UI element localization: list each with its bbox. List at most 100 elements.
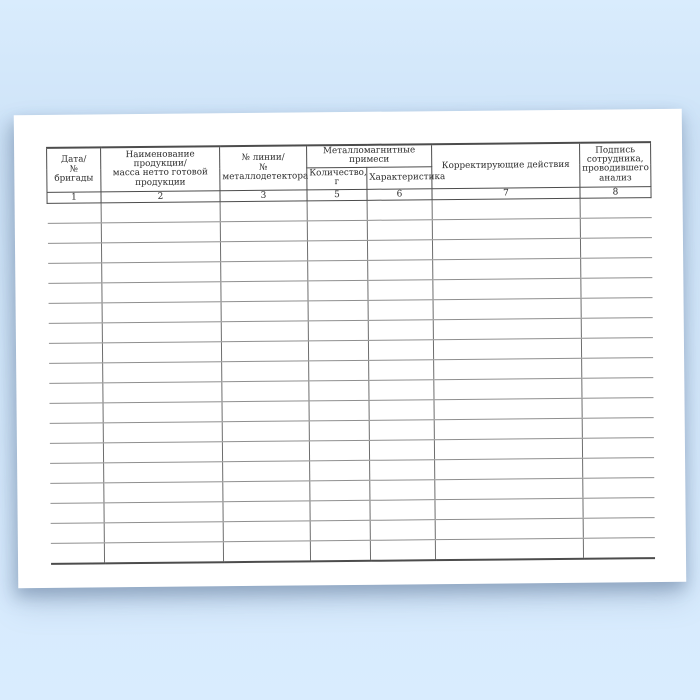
table-cell xyxy=(308,359,369,381)
table-cell xyxy=(581,357,653,378)
column-subheader-5: Характеристика xyxy=(366,166,445,189)
table-cell xyxy=(580,257,652,278)
table-cell xyxy=(309,479,370,501)
table-cell xyxy=(368,379,434,400)
table-cell xyxy=(103,501,224,523)
table-cell xyxy=(48,362,103,384)
table-cell xyxy=(309,419,370,441)
column-header-7: Подпись сотрудника, проводившего анализ xyxy=(579,142,651,187)
table-cell xyxy=(368,319,434,340)
table-cell xyxy=(47,262,102,284)
table-cell xyxy=(49,462,104,484)
table-cell xyxy=(223,520,311,542)
table-cell xyxy=(103,481,223,503)
table-cell xyxy=(48,302,103,324)
table-cell xyxy=(434,457,583,480)
column-number-5: 6 xyxy=(366,188,433,200)
table-cell xyxy=(367,199,433,220)
table-cell xyxy=(433,397,583,420)
table-cell xyxy=(582,477,654,498)
table-cell xyxy=(220,240,308,262)
table-cell xyxy=(103,401,223,423)
table-cell xyxy=(367,219,433,240)
table-cell xyxy=(101,261,221,283)
table-cell xyxy=(434,437,583,460)
table-cell xyxy=(309,439,370,461)
table-cell xyxy=(432,257,581,280)
table-cell xyxy=(223,540,311,562)
table-cell xyxy=(47,222,102,244)
table-cell xyxy=(581,317,653,338)
table-cell xyxy=(101,201,221,223)
table-cell xyxy=(103,441,223,463)
table-cell xyxy=(433,357,582,380)
table-cell xyxy=(369,499,436,520)
table-cell xyxy=(222,420,310,442)
table-cell xyxy=(50,542,105,564)
table-cell xyxy=(582,497,655,518)
table-cell xyxy=(369,419,435,440)
table-cell xyxy=(48,322,103,344)
table-cell xyxy=(582,417,654,438)
table-cell xyxy=(435,517,584,540)
table-cell xyxy=(102,321,222,343)
table-cell xyxy=(222,440,310,462)
table-cell xyxy=(220,200,308,222)
table-cell xyxy=(432,237,581,260)
table-cell xyxy=(222,460,310,482)
table-cell xyxy=(580,197,652,218)
table-cell xyxy=(582,437,654,458)
table-cell xyxy=(367,259,433,280)
table-cell xyxy=(47,202,102,224)
table-cell xyxy=(49,402,104,424)
table-cell xyxy=(221,340,309,362)
table-cell xyxy=(581,377,653,398)
column-number-4: 5 xyxy=(306,188,368,201)
column-header-1: Дата/ № бригады xyxy=(46,147,101,193)
column-header-6: Корректирующие действия xyxy=(431,142,580,189)
table-cell xyxy=(433,377,582,400)
table-cell xyxy=(104,521,224,543)
table-cell xyxy=(309,499,371,521)
log-table: Дата/ № бригады Наименование продукции/ м… xyxy=(46,141,655,564)
table-cell xyxy=(432,277,582,300)
group-header-metallomagnetic-impurities: Металломагнитные примеси xyxy=(306,144,432,168)
table-cell xyxy=(221,360,309,382)
table-cell xyxy=(580,217,652,238)
document-page: Дата/ № бригады Наименование продукции/ м… xyxy=(13,108,687,589)
table-row xyxy=(50,537,655,564)
table-cell xyxy=(368,399,435,420)
column-number-7: 8 xyxy=(579,186,652,198)
table-cell xyxy=(47,282,103,304)
table-cell xyxy=(222,480,310,502)
table-cell xyxy=(310,539,371,562)
table-cell xyxy=(308,319,369,341)
table-cell xyxy=(580,277,653,298)
column-header-3: № линии/ № металлодетектора xyxy=(219,145,308,191)
column-header-2: Наименование продукции/ масса нетто гото… xyxy=(100,146,220,192)
table-cell xyxy=(433,317,582,340)
table-cell xyxy=(220,260,308,282)
table-cell xyxy=(307,219,368,241)
table-cell xyxy=(49,442,104,464)
table-cell xyxy=(102,301,222,323)
table-cell xyxy=(307,199,368,221)
table-cell xyxy=(367,239,433,260)
table-cell xyxy=(580,237,652,258)
table-cell xyxy=(47,242,102,264)
table-cell xyxy=(221,380,309,402)
table-cell xyxy=(367,279,434,300)
table-cell xyxy=(369,439,435,460)
table-cell xyxy=(49,422,104,444)
table-cell xyxy=(308,399,370,421)
table-cell xyxy=(102,381,223,403)
table-cell xyxy=(369,479,435,500)
table-cell xyxy=(370,539,436,561)
table-cell xyxy=(101,281,222,303)
table-cell xyxy=(307,279,369,301)
table-cell xyxy=(308,379,369,401)
table-cell xyxy=(220,280,309,302)
table-cell xyxy=(307,239,368,261)
table-cell xyxy=(101,221,221,243)
